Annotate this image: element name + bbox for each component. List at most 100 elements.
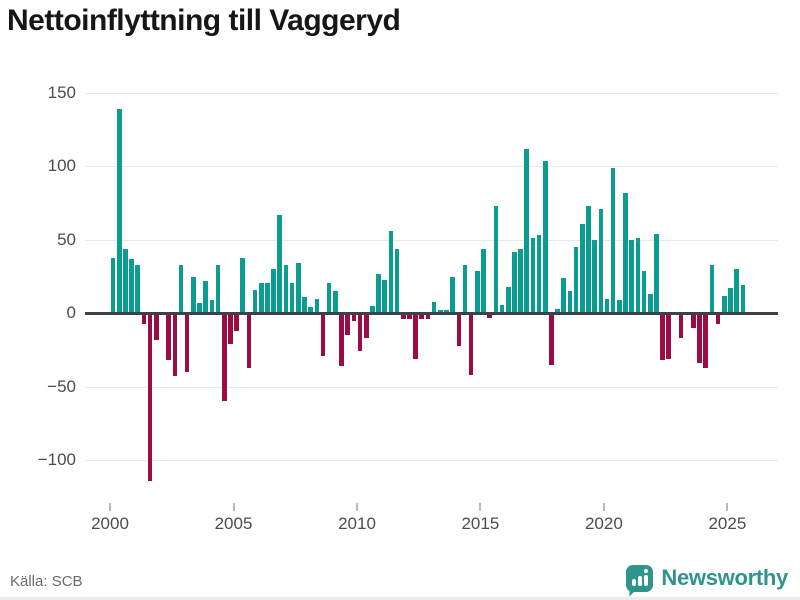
bar xyxy=(468,313,474,375)
bar xyxy=(691,313,696,328)
bar xyxy=(561,278,567,314)
bar xyxy=(481,248,486,314)
bar xyxy=(184,313,190,373)
newsworthy-wordmark: Newsworthy xyxy=(661,565,788,590)
bar xyxy=(320,313,326,356)
bar-chart: 150 100 50 0 −50 −100 2000 2005 2010 2015 2020 2025 xyxy=(37,83,778,533)
bar xyxy=(302,297,307,314)
x-axis-tick xyxy=(232,503,235,511)
bar xyxy=(363,313,369,339)
bar xyxy=(598,209,604,314)
x-axis-label: 2000 xyxy=(91,514,129,533)
bar xyxy=(351,313,357,321)
bar xyxy=(740,285,746,314)
bar xyxy=(623,192,628,314)
bar xyxy=(215,264,221,314)
bar xyxy=(505,286,511,314)
bar xyxy=(283,264,289,314)
bar xyxy=(431,301,437,314)
x-axis-label: 2015 xyxy=(461,514,500,533)
bar xyxy=(715,313,721,324)
bar xyxy=(592,239,597,314)
gridline xyxy=(85,386,778,388)
bar xyxy=(129,259,134,314)
bar xyxy=(678,313,684,339)
bar xyxy=(617,300,622,314)
source-label: Källa: SCB xyxy=(10,573,83,590)
bar xyxy=(524,148,530,314)
bar xyxy=(629,239,635,314)
logo-bar-icon xyxy=(644,574,649,586)
bar xyxy=(339,313,344,367)
bar xyxy=(110,257,116,314)
bar xyxy=(666,313,672,359)
bar xyxy=(641,270,647,314)
bar xyxy=(147,313,153,481)
bar xyxy=(400,313,406,320)
bar xyxy=(512,251,517,314)
bar xyxy=(493,206,499,314)
bar xyxy=(116,109,122,314)
x-axis-tick xyxy=(726,503,729,511)
bar xyxy=(549,313,554,365)
bar xyxy=(166,313,171,361)
bar xyxy=(370,306,375,314)
bar xyxy=(357,313,363,352)
chart-title: Nettoinflyttning till Vaggeryd xyxy=(7,4,401,37)
bar xyxy=(518,248,523,314)
bar xyxy=(135,264,141,314)
bar xyxy=(697,313,702,364)
zero-axis-line xyxy=(85,311,778,315)
y-axis-label: 0 xyxy=(66,303,76,323)
bar xyxy=(542,160,548,314)
bar xyxy=(647,294,653,314)
x-axis-tick xyxy=(109,503,111,511)
y-axis-label: 50 xyxy=(57,229,76,249)
bar xyxy=(345,313,350,336)
y-axis-label: 150 xyxy=(47,83,76,102)
bar xyxy=(258,282,264,314)
bar xyxy=(314,298,320,314)
bar xyxy=(197,303,202,314)
bar xyxy=(610,167,616,314)
logo-bar-icon xyxy=(632,578,637,586)
x-axis-tick xyxy=(356,503,358,511)
y-axis-label: −50 xyxy=(47,376,76,396)
bar xyxy=(265,282,270,314)
bar xyxy=(567,291,573,314)
bottom-edge-divider xyxy=(0,597,800,600)
bar xyxy=(413,313,418,359)
bar xyxy=(536,235,542,314)
gridline xyxy=(85,239,778,241)
bar xyxy=(580,223,585,314)
bar xyxy=(240,257,246,314)
bar xyxy=(394,248,400,314)
x-axis-label: 2020 xyxy=(584,514,623,533)
gridline xyxy=(85,166,778,168)
bar xyxy=(234,313,239,331)
bar xyxy=(487,313,493,318)
bar xyxy=(709,264,715,314)
bar xyxy=(203,281,208,314)
bar xyxy=(450,276,455,314)
bar xyxy=(462,264,468,314)
y-axis-label: −100 xyxy=(37,450,76,470)
bar xyxy=(326,282,332,314)
newsworthy-logo: Newsworthy xyxy=(626,563,788,593)
bar xyxy=(456,313,462,346)
bar xyxy=(228,313,233,345)
bar xyxy=(209,300,215,314)
bar xyxy=(289,282,295,314)
newsworthy-chart-bubble-icon xyxy=(626,564,654,592)
bar xyxy=(154,313,159,340)
gridline xyxy=(85,460,778,462)
bar xyxy=(660,313,665,361)
bar xyxy=(388,231,394,314)
x-axis-label: 2010 xyxy=(338,514,376,533)
bar xyxy=(221,313,227,402)
bar xyxy=(296,263,301,314)
y-axis-label: 100 xyxy=(47,156,76,176)
bar xyxy=(654,234,659,314)
bar xyxy=(333,291,338,314)
